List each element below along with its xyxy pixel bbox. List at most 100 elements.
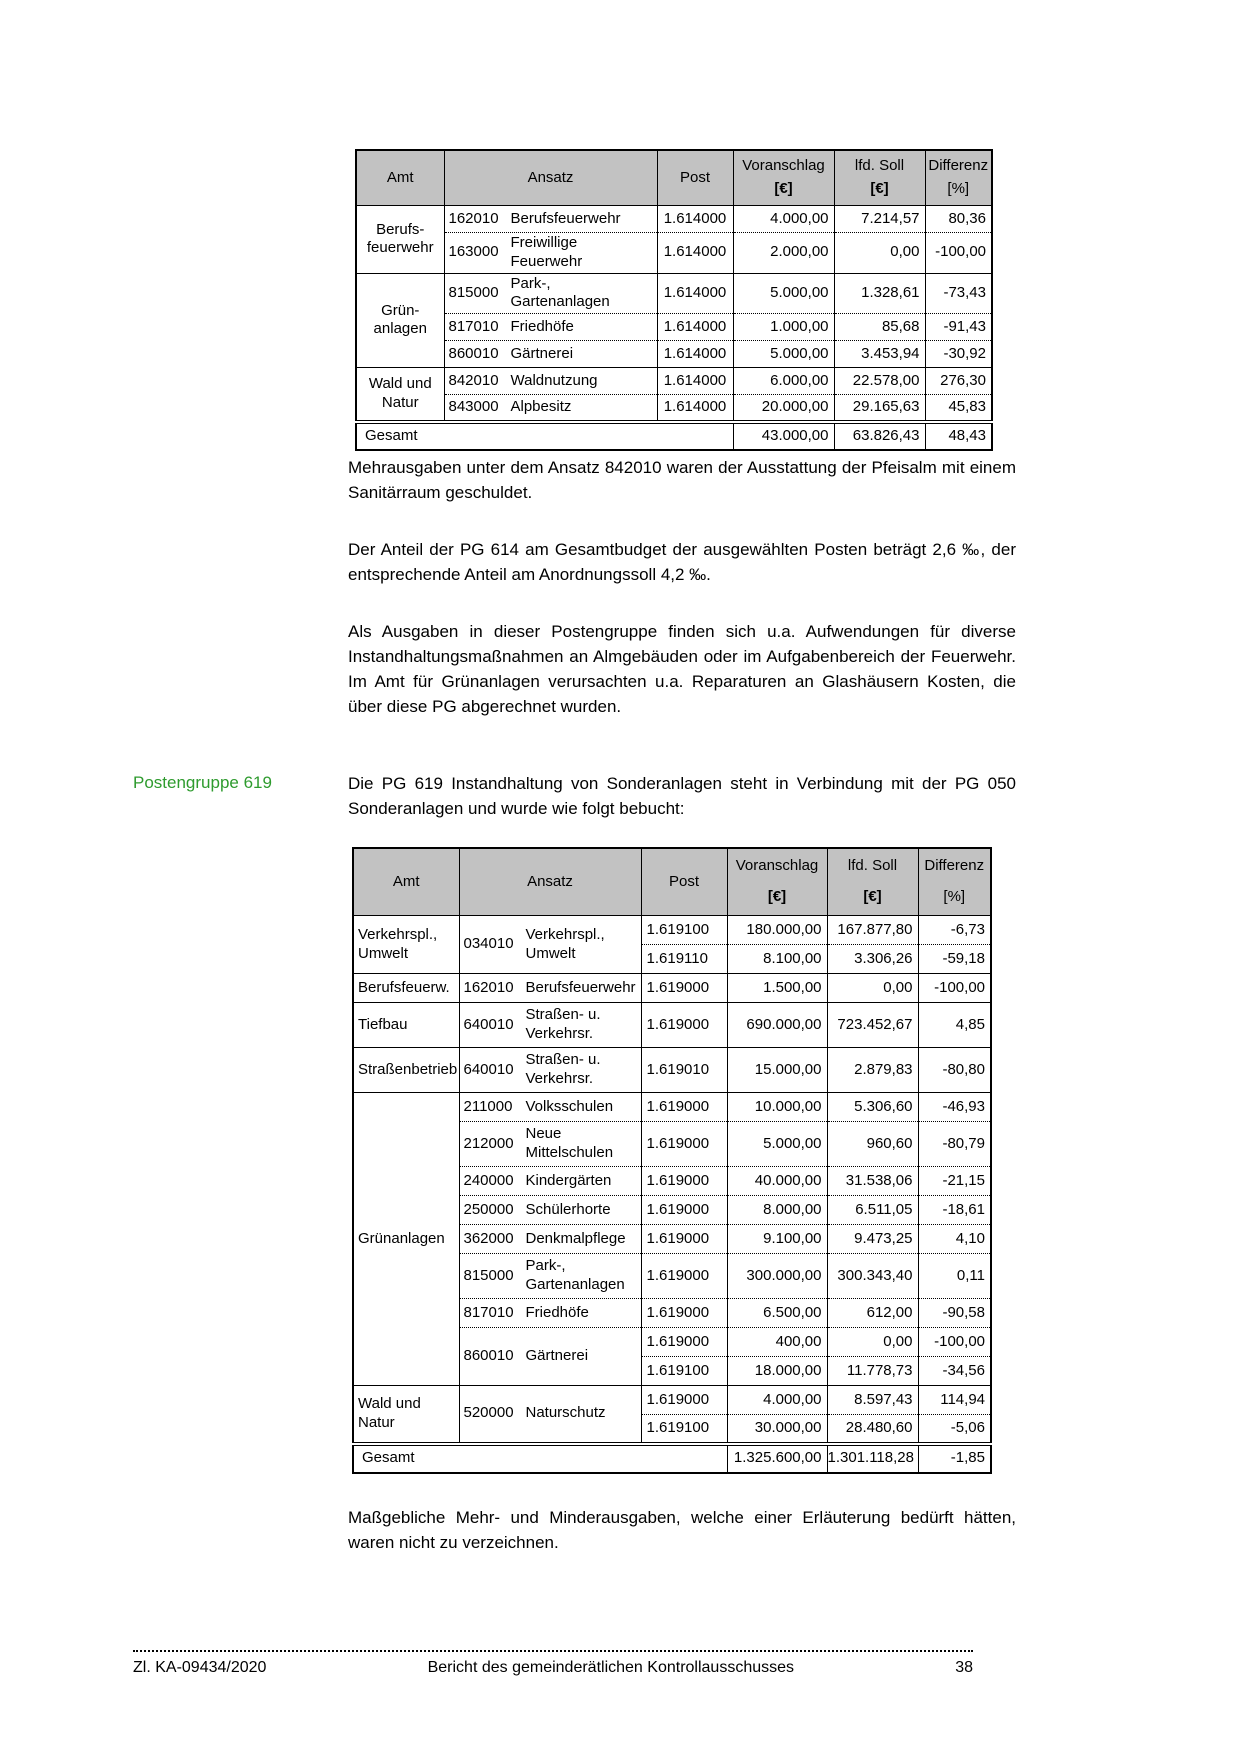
ansatz-code: 842010	[448, 371, 499, 389]
paragraph-massgebliche: Maßgebliche Mehr- und Minderausgaben, we…	[348, 1508, 1016, 1552]
ansatz-cell: 860010 Gärtnerei	[443, 340, 658, 368]
ansatz-cell: 842010 Waldnutzung	[443, 367, 658, 395]
value-cell: 11.778,73	[826, 1356, 919, 1386]
value-cell: 1.325.600,00	[726, 1441, 828, 1473]
ansatz-code: 163000	[448, 243, 499, 261]
ansatz-name: Friedhöfe	[510, 317, 574, 335]
ansatz-cell: 843000 Alpbesitz	[443, 394, 658, 422]
value-cell: 40.000,00	[726, 1166, 828, 1196]
value-cell: 3.453,94	[833, 340, 926, 368]
ansatz-code: 034010	[463, 935, 514, 953]
pg619-budget-table: Amt Ansatz Post Voranschlag [€] lfd. Soll [€] D…	[352, 847, 992, 1474]
amt-cell: Wald und Natur	[355, 367, 445, 422]
post-cell: 1.614000	[656, 340, 734, 368]
value-cell: 2.879,83	[826, 1047, 919, 1093]
table-row: 817010 Friedhöfe 1.614000 1.000,00 85,68 -91,…	[356, 313, 993, 341]
value-cell: 1.500,00	[726, 973, 828, 1003]
value-cell: 63.826,43	[833, 419, 926, 450]
paragraph-ausgaben-postengruppe: Als Ausgaben in dieser Postengruppe find…	[348, 622, 1016, 716]
value-cell: -100,00	[917, 973, 992, 1003]
ansatz-code: 250000	[463, 1200, 514, 1218]
value-cell: -18,61	[917, 1195, 992, 1225]
table-row: 163000 Freiwillige Feuerwehr 1.614000 2.000…	[356, 232, 993, 273]
ansatz-cell: 815000 Park-, Gartenanlagen	[458, 1253, 642, 1299]
ansatz-name: Park-, Gartenanlagen	[510, 274, 610, 311]
value-cell: 9.100,00	[726, 1224, 828, 1254]
table-row: Wald und Natur 842010 Waldnutzung 1.614000 6…	[355, 367, 993, 422]
table-row: 815000 Park-, Gartenanlagen 1.619000 300.00…	[353, 1253, 992, 1299]
ansatz-name: Berufsfeuerwehr	[510, 209, 621, 227]
table-row: 817010 Friedhöfe 1.619000 6.500,00 612,00 -90…	[353, 1298, 992, 1328]
value-cell: 43.000,00	[732, 419, 835, 450]
ansatz-code: 860010	[448, 344, 499, 362]
ansatz-cell: 817010 Friedhöfe	[458, 1298, 642, 1328]
ansatz-name: Kindergärten	[525, 1171, 612, 1189]
post-cell: 1.619000	[640, 1298, 728, 1328]
post-cell: 1.619000	[640, 1121, 728, 1167]
value-cell: -5,06	[917, 1414, 992, 1444]
ansatz-code: 162010	[463, 978, 514, 996]
total-label-cell: Gesamt	[355, 419, 734, 450]
ansatz-code: 640010	[463, 1015, 514, 1033]
value-cell: 4.000,00	[732, 205, 835, 233]
value-cell: 7.214,57	[833, 205, 926, 233]
post-cell: 1.619000	[640, 1224, 728, 1254]
value-cell: -90,58	[917, 1298, 992, 1328]
ansatz-cell: 162010 Berufsfeuerwehr	[458, 973, 642, 1003]
ansatz-cell: 250000 Schülerhorte	[458, 1195, 642, 1225]
post-cell: 1.619110	[640, 944, 728, 974]
post-cell: 1.619100	[640, 1414, 728, 1444]
amt-cell: Berufsfeuerw.	[352, 973, 460, 1003]
column-header: Post	[640, 848, 728, 916]
table-row: 240000 Kindergärten 1.619000 40.000,00 31.53…	[353, 1166, 992, 1196]
table-row: Grünanlagen 211000 Volksschulen 1.619000 10.…	[352, 1092, 992, 1386]
post-cell: 1.614000	[656, 394, 734, 422]
post-cell: 1.619100	[640, 915, 728, 945]
ansatz-cell: 640010 Straßen- u. Verkehrsr.	[458, 1047, 642, 1093]
value-cell: 5.306,60	[826, 1092, 919, 1122]
value-cell: 48,43	[924, 419, 993, 450]
amt-cell: Grün- anlagen	[355, 272, 445, 368]
value-cell: 612,00	[826, 1298, 919, 1328]
value-cell: -80,79	[917, 1121, 992, 1167]
post-cell: 1.619100	[640, 1356, 728, 1386]
post-cell: 1.619000	[640, 1327, 728, 1357]
ansatz-code: 362000	[463, 1229, 514, 1247]
value-cell: 6.500,00	[726, 1298, 828, 1328]
value-cell: 9.473,25	[826, 1224, 919, 1254]
post-cell: 1.619000	[640, 1166, 728, 1196]
post-cell: 1.614000	[656, 232, 734, 273]
value-cell: 28.480,60	[826, 1414, 919, 1444]
value-cell: 5.000,00	[732, 272, 835, 314]
value-cell: 31.538,06	[826, 1166, 919, 1196]
post-cell: 1.614000	[656, 205, 734, 233]
amt-cell: Grünanlagen	[352, 1092, 460, 1386]
ansatz-name: Straßen- u. Verkehrsr.	[525, 1051, 601, 1087]
table-row: 250000 Schülerhorte 1.619000 8.000,00 6.511,…	[353, 1195, 992, 1225]
value-cell: 4.000,00	[726, 1385, 828, 1415]
ansatz-name: Volksschulen	[525, 1097, 614, 1115]
ansatz-cell: 815000 Park-, Gartenanlagen	[443, 272, 658, 314]
value-cell: -100,00	[924, 232, 993, 273]
value-cell: 6.000,00	[732, 367, 835, 395]
column-header: Ansatz	[443, 150, 658, 206]
table-row: 860010 Gärtnerei 1.614000 5.000,00 3.453,94-…	[356, 340, 993, 368]
ansatz-name: Friedhöfe	[525, 1303, 589, 1321]
value-cell: -91,43	[924, 313, 993, 341]
amt-cell: Straßenbetrieb	[352, 1047, 460, 1093]
value-cell: 400,00	[726, 1327, 828, 1357]
ansatz-cell: 362000 Denkmalpflege	[458, 1224, 642, 1254]
value-cell: 0,00	[833, 232, 926, 273]
footer-page-number: 38	[955, 1659, 973, 1676]
margin-label-postengruppe-619: Postengruppe 619	[133, 773, 272, 792]
ansatz-cell: 162010 Berufsfeuerwehr	[443, 205, 658, 233]
value-cell: 5.000,00	[726, 1121, 828, 1167]
ansatz-name: Verkehrspl., Umwelt	[525, 925, 605, 962]
paragraph-anteil-pg614: Der Anteil der PG 614 am Gesamtbudget de…	[348, 540, 1016, 584]
value-cell: 0,11	[917, 1253, 992, 1299]
value-cell: 29.165,63	[833, 394, 926, 422]
footer-report-title: Bericht des gemeinderätlichen Kontrollau…	[427, 1659, 795, 1676]
ansatz-code: 212000	[463, 1134, 514, 1152]
column-header: Amt	[352, 848, 460, 916]
value-cell: -21,15	[917, 1166, 992, 1196]
